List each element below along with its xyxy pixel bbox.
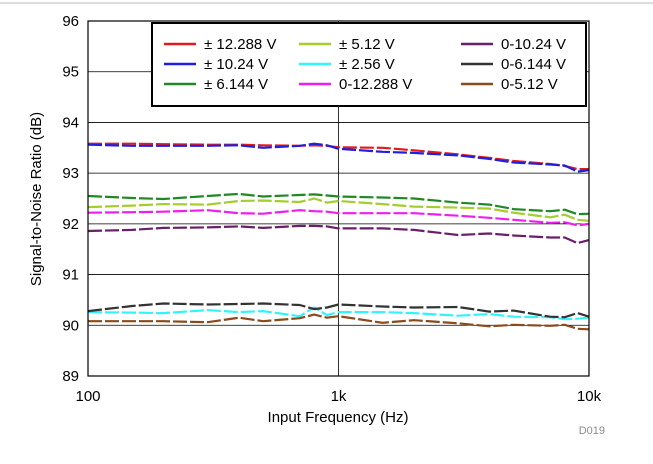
y-tick-label: 91 xyxy=(62,267,79,284)
x-tick-label: 10k xyxy=(577,388,602,405)
y-tick-label: 95 xyxy=(62,64,79,81)
y-tick-label: 96 xyxy=(62,13,79,30)
series-line xyxy=(87,209,590,227)
y-tick-label: 93 xyxy=(62,165,79,182)
legend: ± 12.288 V ± 10.24 V ± 6.144 V ± 5.12 V ± 2.… xyxy=(151,22,587,107)
legend-label: ± 10.24 V xyxy=(204,56,268,73)
legend-box xyxy=(151,22,587,107)
y-tick-label: 92 xyxy=(62,216,79,233)
legend-label: ± 5.12 V xyxy=(339,36,395,53)
y-axis-label: Signal-to-Noise Ratio (dB) xyxy=(28,112,45,286)
legend-label: 0-10.24 V xyxy=(501,36,566,53)
series-line xyxy=(87,302,590,319)
legend-label: 0-6.144 V xyxy=(501,56,566,73)
series-line xyxy=(87,197,590,222)
legend-label: ± 6.144 V xyxy=(204,76,268,93)
legend-label: ± 12.288 V xyxy=(204,36,276,53)
series-line xyxy=(87,192,590,216)
series-line xyxy=(88,313,590,331)
x-tick-label: 1k xyxy=(331,388,347,405)
y-tick-label: 90 xyxy=(62,317,79,334)
legend-label: 0-5.12 V xyxy=(501,76,558,93)
y-tick-label: 94 xyxy=(62,114,79,131)
x-axis-label: Input Frequency (Hz) xyxy=(268,409,409,426)
y-tick-label: 89 xyxy=(62,368,79,385)
figure-id: D019 xyxy=(579,425,605,437)
series-group xyxy=(87,142,590,331)
legend-label: ± 2.56 V xyxy=(339,56,395,73)
x-tick-labels: 100 1k 10k xyxy=(75,388,601,405)
x-tick-label: 100 xyxy=(75,388,100,405)
legend-label: 0-12.288 V xyxy=(339,76,412,93)
series-line xyxy=(87,142,590,173)
series-line xyxy=(87,224,590,245)
plot-frame xyxy=(87,20,590,377)
y-tick-labels: 89 90 91 92 93 94 95 96 xyxy=(62,13,79,385)
